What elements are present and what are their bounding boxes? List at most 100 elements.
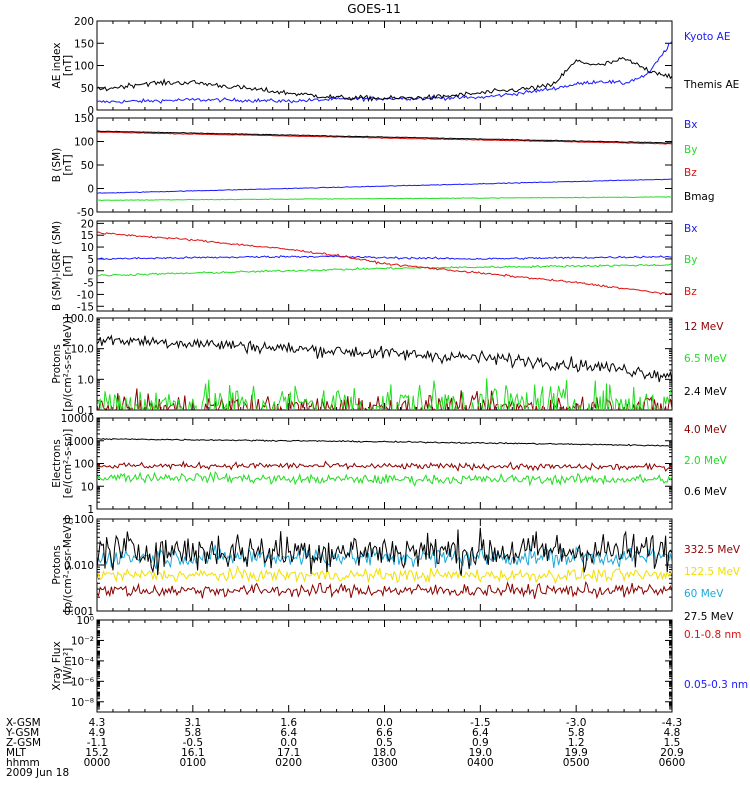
y-axis-label: Protons[p/(cm²-s-sr-MeV)] — [51, 517, 74, 612]
series-line-4-0-mev — [97, 460, 672, 472]
ephemeris-value: 16.1 — [181, 747, 204, 759]
y-tick-label: -10 — [77, 289, 94, 301]
series-line-6-5-mev — [97, 378, 672, 410]
ephemeris-value: 4.9 — [89, 727, 106, 739]
series-line-bx — [97, 178, 672, 194]
series-line-2-4-mev — [97, 334, 672, 383]
series-line-122-5-mev — [97, 564, 672, 585]
ephemeris-value: 4.3 — [89, 717, 106, 729]
y-tick-label: 0 — [87, 105, 94, 117]
series-line-themis-ae — [97, 57, 672, 103]
panel-protons_lo: 0.001 0.010 0.100Protons[p/(cm²-s-sr-MeV)]… — [51, 514, 741, 623]
y-tick-label: 0.001 — [64, 606, 94, 618]
panel-b: -50 0 50 100 150 B (SM)[nT] Bx By Bz Bmag — [51, 113, 715, 219]
y-axis-label: Electrons[e/(cm²-s-sr)] — [51, 429, 74, 498]
legend-entry: 6.5 MeV — [684, 353, 728, 365]
ephemeris-value: 0.9 — [472, 737, 489, 749]
y-axis-label: Xray Flux[W/m²] — [51, 641, 74, 690]
ephemeris-row-label: MLT — [6, 747, 26, 759]
legend-entry: 122.5 MeV — [684, 566, 741, 578]
legend-entry: Themis AE — [683, 79, 739, 91]
y-tick-label: 0.100 — [64, 514, 94, 526]
panel-electrons: 1 10 100 1000 10000 Electrons[e/(cm²-s-sr)] 4.… — [51, 413, 728, 516]
y-axis-label: AE index[nT] — [51, 43, 74, 89]
legend-entry: Bx — [684, 223, 697, 235]
legend-entry: 0.05-0.3 nm — [684, 679, 748, 691]
ephemeris-value: 0.0 — [280, 737, 297, 749]
y-tick-label: 100 — [74, 61, 94, 73]
series-line-bz — [97, 231, 672, 295]
y-tick-label: 100 — [74, 459, 94, 471]
ephemeris-value: -1.5 — [470, 717, 491, 729]
y-tick-label: 10 — [81, 242, 94, 254]
ephemeris-value: 3.1 — [184, 717, 201, 729]
ephemeris-value: 0600 — [659, 757, 686, 769]
y-tick-label: -15 — [77, 301, 94, 313]
ephemeris-row-label: Z-GSM — [6, 737, 41, 749]
y-axis-label: B (SM)-IGRF (SM)[nT] — [51, 221, 74, 311]
ephemeris-value: 0400 — [467, 757, 494, 769]
ephemeris-value: 15.2 — [85, 747, 108, 759]
series-line-27-5-mev — [97, 527, 672, 576]
ephemeris-value: 0500 — [563, 757, 590, 769]
y-tick-label: -50 — [77, 207, 94, 219]
figure-title: GOES-11 — [347, 2, 401, 16]
legend-entry: 2.0 MeV — [684, 455, 728, 467]
y-tick-label: 150 — [74, 38, 94, 50]
ephemeris-row-label: hhmm — [6, 757, 40, 769]
y-tick-label: 5 — [87, 254, 94, 266]
series-line-by — [97, 263, 672, 277]
y-tick-label: 0 — [87, 184, 94, 196]
legend-entry: 4.0 MeV — [684, 424, 728, 436]
legend-entry: Bz — [684, 167, 697, 179]
ephemeris-value: 19.0 — [469, 747, 492, 759]
y-tick-label: 20 — [81, 218, 94, 230]
ephemeris-value: 6.4 — [280, 727, 297, 739]
series-line-bmag — [97, 130, 672, 144]
ephemeris-value: -0.5 — [183, 737, 204, 749]
ephemeris-value: 18.0 — [373, 747, 396, 759]
y-tick-label: -5 — [84, 278, 94, 290]
y-tick-label: 1.0 — [77, 374, 94, 386]
y-tick-label: 1000 — [67, 436, 94, 448]
ephemeris-value: -3.0 — [566, 717, 587, 729]
y-axis-label: B (SM)[nT] — [51, 148, 74, 182]
series-line-bx — [97, 255, 672, 261]
y-tick-label: 10.0 — [71, 344, 94, 356]
ephemeris-value: 0300 — [371, 757, 398, 769]
series-line-2-0-mev — [97, 470, 672, 487]
ephemeris-value: 0.0 — [376, 717, 393, 729]
legend-entry: 27.5 MeV — [684, 611, 734, 623]
ephemeris-value: 0100 — [179, 757, 206, 769]
ephemeris-value: -1.1 — [87, 737, 108, 749]
legend-entry: 0.1-0.8 nm — [684, 629, 741, 641]
series-line-332-5-mev — [97, 580, 672, 600]
ephemeris-date: 2009 Jun 18 — [6, 767, 69, 779]
legend-entry: 2.4 MeV — [684, 386, 728, 398]
ephemeris-value: 6.4 — [472, 727, 489, 739]
ephemeris-value: 17.1 — [277, 747, 300, 759]
series-line-kyoto-ae — [97, 40, 672, 104]
panel-frame — [96, 317, 673, 411]
series-line-60-mev — [97, 544, 672, 570]
ephemeris-value: 19.9 — [564, 747, 587, 759]
series-line-0-6-mev — [97, 438, 672, 447]
series-line-bz — [97, 131, 672, 145]
ephemeris-value: 6.6 — [376, 727, 393, 739]
panel-xray: 10⁻⁸ 10⁻⁶ 10⁻⁴ 10⁻² 10⁰ Xray Flux[W/m²] 0.1-0.… — [51, 615, 748, 713]
panel-frame — [96, 20, 673, 111]
ephemeris-value: 1.6 — [280, 717, 297, 729]
y-tick-label: 150 — [74, 113, 94, 125]
legend-entry: 12 MeV — [684, 321, 724, 333]
y-tick-label: 0 — [87, 266, 94, 278]
y-tick-label: 10⁻² — [71, 635, 94, 647]
y-tick-label: 10⁻⁴ — [71, 656, 94, 668]
legend-entry: Kyoto AE — [684, 31, 730, 43]
y-tick-label: 100.0 — [64, 313, 94, 325]
ephemeris-value: 4.8 — [664, 727, 681, 739]
y-tick-label: 10⁰ — [76, 615, 94, 627]
ephemeris-row-label: Y-GSM — [5, 727, 39, 739]
